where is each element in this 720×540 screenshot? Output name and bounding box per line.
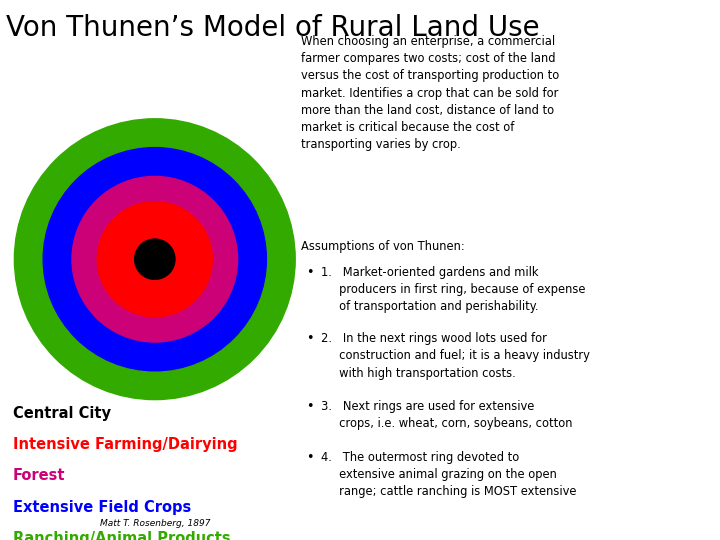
Text: •: • [306, 266, 313, 279]
Text: •: • [306, 451, 313, 464]
Text: Intensive Farming/Dairying: Intensive Farming/Dairying [13, 437, 238, 452]
Text: 3.   Next rings are used for extensive
     crops, i.e. wheat, corn, soybeans, c: 3. Next rings are used for extensive cro… [321, 400, 572, 430]
Text: Extensive Field Crops: Extensive Field Crops [13, 500, 192, 515]
Text: Von Thunen’s Model of Rural Land Use: Von Thunen’s Model of Rural Land Use [6, 14, 539, 42]
Text: Matt T. Rosenberg, 1897: Matt T. Rosenberg, 1897 [99, 519, 210, 528]
Text: 2.   In the next rings wood lots used for
     construction and fuel; it is a he: 2. In the next rings wood lots used for … [321, 332, 590, 380]
Text: 1.   Market-oriented gardens and milk
     producers in first ring, because of e: 1. Market-oriented gardens and milk prod… [321, 266, 585, 313]
Text: Forest: Forest [13, 468, 66, 483]
Text: •: • [306, 400, 313, 413]
Text: Ranching/Animal Products: Ranching/Animal Products [13, 531, 230, 540]
Text: 4.   The outermost ring devoted to
     extensive animal grazing on the open
   : 4. The outermost ring devoted to extensi… [321, 451, 577, 498]
Ellipse shape [97, 201, 212, 317]
Text: •: • [306, 332, 313, 345]
Text: Assumptions of von Thunen:: Assumptions of von Thunen: [301, 240, 464, 253]
Ellipse shape [72, 177, 238, 342]
Text: When choosing an enterprise, a commercial
farmer compares two costs; cost of the: When choosing an enterprise, a commercia… [301, 35, 559, 151]
Ellipse shape [14, 119, 295, 400]
Text: Central City: Central City [13, 406, 111, 421]
Ellipse shape [135, 239, 175, 279]
Ellipse shape [43, 147, 266, 371]
